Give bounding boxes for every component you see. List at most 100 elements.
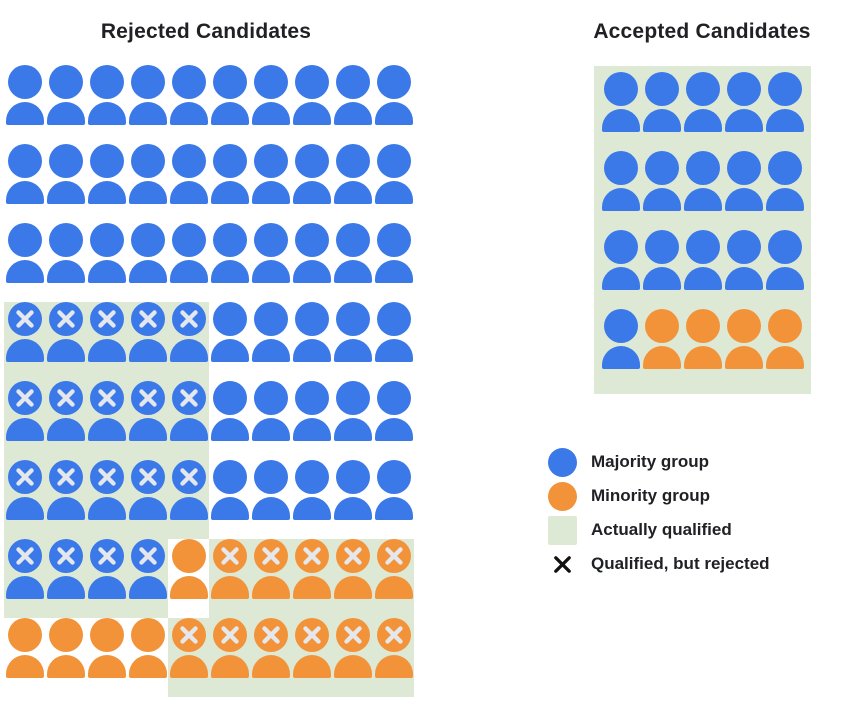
person-head: [294, 460, 329, 494]
person-body: [169, 576, 208, 599]
x-mark-icon: [302, 547, 321, 565]
person-head: [253, 302, 288, 336]
person-icon-majority: [169, 223, 208, 283]
candidate-cell: [127, 65, 168, 144]
legend-label-minority: Minority group: [591, 486, 710, 505]
person-head: [171, 144, 206, 178]
person-body: [210, 418, 249, 441]
candidate-cell: [641, 72, 682, 151]
person-icon-minority: [683, 309, 722, 369]
person-body: [642, 188, 681, 211]
person-icon-majority: [5, 65, 44, 125]
person-icon-majority: [87, 65, 126, 125]
candidate-cell: [4, 618, 45, 697]
person-head: [685, 151, 720, 185]
person-head: [335, 618, 370, 652]
person-head: [48, 618, 83, 652]
person-head: [7, 460, 42, 494]
person-body: [169, 655, 208, 678]
candidate-cell: [600, 72, 641, 151]
x-mark-icon: [179, 310, 198, 328]
person-head: [171, 65, 206, 99]
person-head: [603, 72, 638, 106]
person-icon-majority: [601, 230, 640, 290]
person-head: [726, 309, 761, 343]
person-head: [253, 460, 288, 494]
candidate-cell: [291, 460, 332, 539]
person-head: [685, 72, 720, 106]
person-head: [603, 230, 638, 264]
person-icon-minority: [46, 618, 85, 678]
person-head: [726, 230, 761, 264]
candidate-cell: [373, 381, 414, 460]
minority-group-icon: [548, 481, 577, 511]
candidate-cell: [4, 539, 45, 618]
x-mark-icon: [15, 547, 34, 565]
person-icon-minority: [5, 618, 44, 678]
person-head: [171, 223, 206, 257]
person-icon-majority: [292, 223, 331, 283]
person-icon-minority: [292, 618, 331, 678]
candidate-cell: [127, 381, 168, 460]
person-icon-majority: [292, 144, 331, 204]
person-body: [210, 497, 249, 520]
person-head: [7, 618, 42, 652]
person-icon-minority: [333, 618, 372, 678]
candidate-cell: [682, 230, 723, 309]
person-head: [335, 144, 370, 178]
person-body: [251, 576, 290, 599]
person-body: [251, 418, 290, 441]
x-mark-icon: [138, 389, 157, 407]
person-body: [683, 267, 722, 290]
person-icon-majority: [333, 381, 372, 441]
person-head: [212, 381, 247, 415]
person-icon-majority: [128, 65, 167, 125]
person-icon-majority: [765, 230, 804, 290]
candidate-cell: [45, 539, 86, 618]
person-head: [48, 223, 83, 257]
person-body: [87, 418, 126, 441]
person-body: [333, 418, 372, 441]
x-mark-icon: [302, 626, 321, 644]
candidate-cell: [127, 539, 168, 618]
candidate-cell: [641, 309, 682, 388]
person-head: [726, 151, 761, 185]
person-body: [87, 181, 126, 204]
person-body: [601, 267, 640, 290]
person-body: [251, 181, 290, 204]
x-mark-icon: [97, 468, 116, 486]
accepted-candidates-grid: [600, 72, 805, 388]
x-mark-icon: [97, 389, 116, 407]
person-body: [683, 346, 722, 369]
person-head: [130, 65, 165, 99]
person-head: [89, 460, 124, 494]
person-body: [374, 339, 413, 362]
candidate-cell: [373, 539, 414, 618]
x-mark-icon: [220, 626, 239, 644]
person-icon-majority: [46, 144, 85, 204]
candidate-cell: [209, 618, 250, 697]
x-mark-icon: [56, 389, 75, 407]
person-icon-majority: [87, 539, 126, 599]
x-mark-icon: [97, 310, 116, 328]
person-body: [169, 181, 208, 204]
person-icon-majority: [251, 302, 290, 362]
person-icon-majority: [128, 223, 167, 283]
person-icon-minority: [765, 309, 804, 369]
person-icon-majority: [169, 381, 208, 441]
person-body: [46, 260, 85, 283]
person-body: [210, 102, 249, 125]
person-head: [294, 302, 329, 336]
person-body: [251, 102, 290, 125]
candidate-cell: [209, 223, 250, 302]
person-body: [292, 655, 331, 678]
legend-label-majority: Majority group: [591, 452, 710, 471]
person-head: [376, 302, 411, 336]
candidate-cell: [373, 223, 414, 302]
person-icon-majority: [601, 309, 640, 369]
candidate-cell: [45, 144, 86, 223]
person-icon-minority: [251, 539, 290, 599]
x-mark-icon: [56, 547, 75, 565]
candidate-cell: [373, 460, 414, 539]
candidate-cell: [332, 618, 373, 697]
